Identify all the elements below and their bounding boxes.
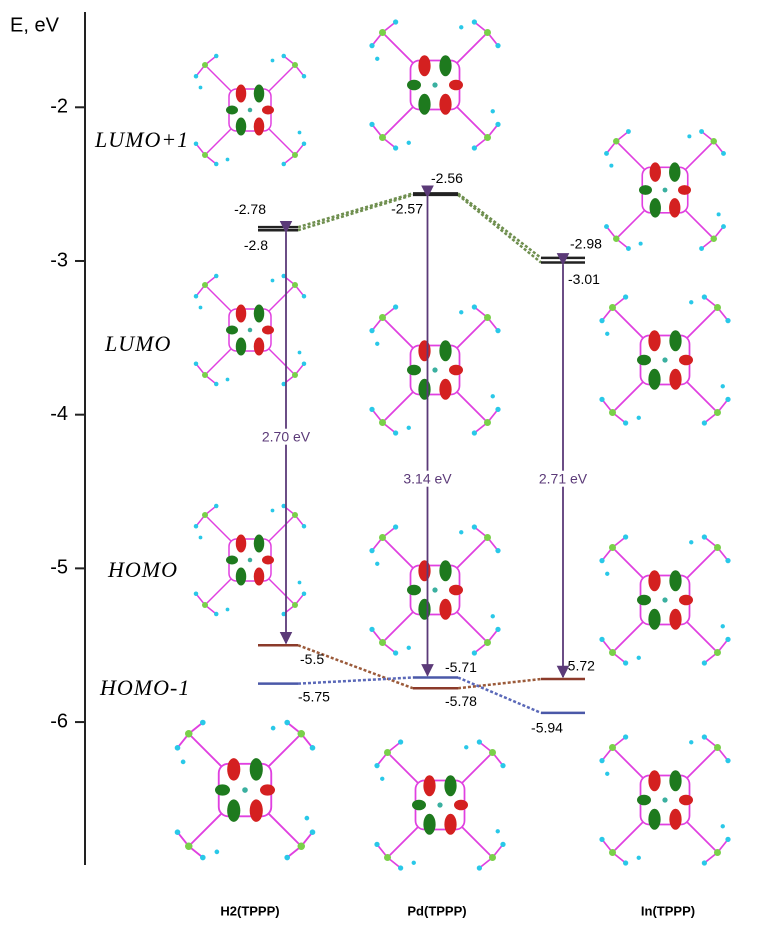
orbital-label: HOMO-1 <box>99 675 190 700</box>
orbital-label: LUMO+1 <box>94 127 189 152</box>
level-connector <box>458 195 541 263</box>
level-value-label: -2.56 <box>431 170 463 186</box>
level-value-label: -5.75 <box>298 688 330 704</box>
level-value-label: -5.78 <box>445 693 477 709</box>
gap-label: 2.70 eV <box>262 429 311 445</box>
gap-label: 3.14 eV <box>403 471 452 487</box>
level-connector <box>458 679 541 688</box>
level-value-label: -5.71 <box>445 659 477 675</box>
y-tick-label: -2 <box>50 96 68 118</box>
level-value-label: -5.94 <box>531 720 563 736</box>
level-value-label: -2.98 <box>570 236 602 252</box>
y-tick-label: -4 <box>50 403 68 425</box>
y-tick-label: -3 <box>50 249 68 271</box>
y-tick-label: -5 <box>50 557 68 579</box>
y-tick-label: -6 <box>50 710 68 732</box>
level-value-label: -2.8 <box>244 237 268 253</box>
level-value-label: -2.57 <box>391 201 423 217</box>
level-value-label: -5.72 <box>563 658 595 674</box>
level-connector <box>458 193 541 258</box>
orbital-label: HOMO <box>107 557 178 582</box>
y-axis-label: E, eV <box>10 14 60 36</box>
diagram: E, eV -2 -3 -4 -5 -6 LUMO+1 LUMO HOMO HOMO-1 H2(T… <box>0 0 774 928</box>
orbital-label: LUMO <box>104 331 171 356</box>
level-connector <box>298 677 413 683</box>
level-value-label: -3.01 <box>568 271 600 287</box>
compound-label: In(TPPP) <box>641 903 695 918</box>
level-value-label: -5.5 <box>300 651 324 667</box>
compound-label: Pd(TPPP) <box>407 903 466 918</box>
level-value-label: -2.78 <box>234 201 266 217</box>
molecule-images <box>175 19 731 870</box>
gap-label: 2.71 eV <box>539 471 588 487</box>
compound-label: H2(TPPP) <box>220 903 279 918</box>
